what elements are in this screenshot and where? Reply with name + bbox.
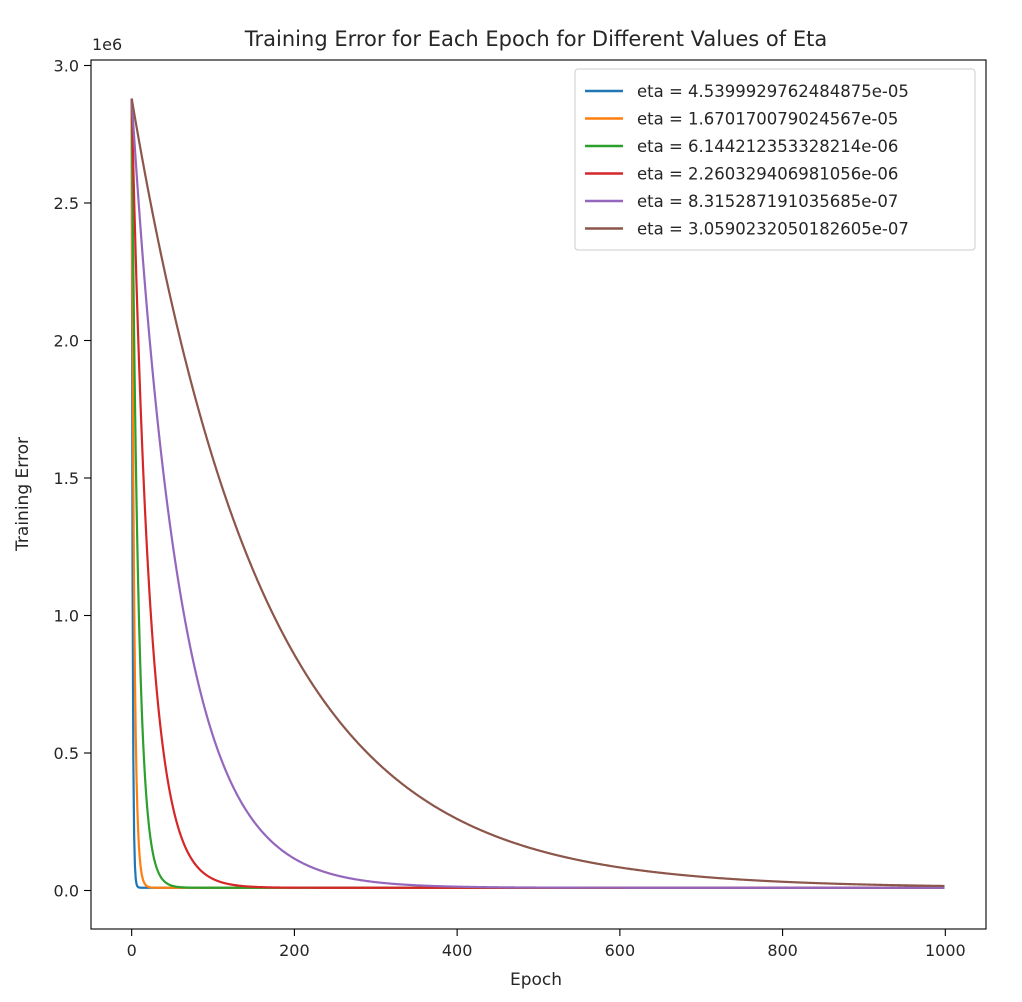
y-tick-label: 3.0	[54, 57, 79, 76]
y-tick-label: 1.0	[54, 607, 79, 626]
legend: eta = 4.5399929762484875e-05 eta = 1.6701…	[574, 68, 976, 251]
x-tick-label: 400	[442, 941, 473, 960]
x-tick-label: 600	[605, 941, 636, 960]
legend-label-1: eta = 4.5399929762484875e-05	[637, 82, 909, 101]
y-tick-label: 1.5	[54, 469, 79, 488]
legend-label-3: eta = 6.144212353328214e-06	[637, 137, 898, 156]
legend-label-6: eta = 3.0590232050182605e-07	[637, 220, 909, 239]
y-tick-label: 0.0	[54, 882, 79, 901]
plot-frame	[90, 59, 987, 930]
axes-layer: 0 200 400 600 800 1000 0.0 0.5 1.0 1.5 2.0 2.5 3.0	[54, 57, 987, 960]
y-scale-label: 1e6	[92, 35, 122, 54]
series-layer	[130, 98, 945, 889]
x-axis-label: Epoch	[510, 970, 562, 990]
legend-label-5: eta = 8.315287191035685e-07	[637, 192, 898, 211]
y-tick-label: 0.5	[54, 744, 79, 763]
legend-box	[574, 68, 976, 251]
series-line-6	[130, 98, 945, 888]
y-tick-label: 2.0	[54, 332, 79, 351]
x-tick-label: 1000	[925, 941, 966, 960]
x-tick-label: 800	[767, 941, 798, 960]
x-tick-label: 200	[279, 941, 310, 960]
series-line-5	[130, 98, 945, 889]
x-tick-label: 0	[127, 941, 137, 960]
chart-title: Training Error for Each Epoch for Differ…	[244, 27, 827, 51]
y-axis-label: Training Error	[13, 437, 33, 552]
legend-label-2: eta = 1.670170079024567e-05	[637, 110, 898, 129]
y-tick-label: 2.5	[54, 194, 79, 213]
legend-label-4: eta = 2.260329406981056e-06	[637, 165, 898, 184]
